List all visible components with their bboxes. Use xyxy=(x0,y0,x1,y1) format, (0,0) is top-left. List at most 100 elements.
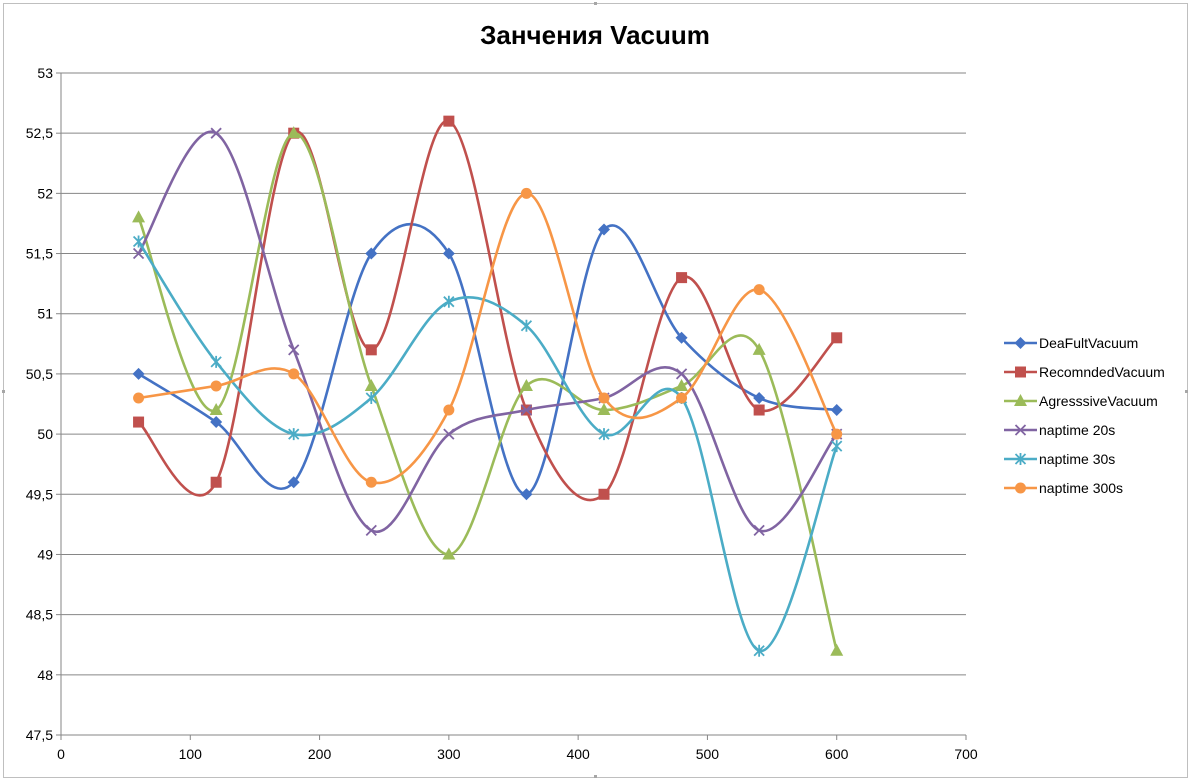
y-tick-label: 47,5 xyxy=(26,727,53,743)
data-point xyxy=(830,643,844,656)
legend-entry[interactable]: RecomndedVacuum xyxy=(1004,364,1165,380)
x-tick-label: 700 xyxy=(954,746,978,762)
data-point xyxy=(365,391,377,404)
data-point xyxy=(365,247,378,260)
y-tick-label: 53 xyxy=(37,65,53,81)
data-point xyxy=(288,344,300,356)
resize-handle-top[interactable] xyxy=(594,2,597,5)
x-tick-label: 0 xyxy=(57,746,65,762)
legend-label: DeaFultVacuum xyxy=(1039,335,1138,351)
x-tick-label: 500 xyxy=(696,746,720,762)
series-line xyxy=(137,119,838,502)
data-point xyxy=(443,295,455,308)
y-tick-label: 52 xyxy=(37,185,53,201)
data-point xyxy=(753,404,765,416)
data-point xyxy=(132,247,145,260)
series-3 xyxy=(132,126,844,656)
data-point xyxy=(520,404,533,416)
data-point xyxy=(831,428,843,440)
data-point xyxy=(365,344,377,356)
data-point xyxy=(287,476,300,489)
data-point xyxy=(520,488,533,501)
data-point xyxy=(288,428,300,441)
y-tick-label: 49,5 xyxy=(26,486,53,502)
data-point xyxy=(753,524,765,537)
legend-entry[interactable]: naptime 300s xyxy=(1004,480,1123,496)
y-tick-label: 49 xyxy=(37,546,53,562)
data-point xyxy=(209,403,223,416)
legend-label: naptime 30s xyxy=(1039,451,1115,467)
resize-handle-right[interactable] xyxy=(1185,390,1188,393)
x-tick-label: 100 xyxy=(179,746,203,762)
data-point xyxy=(598,428,610,441)
gridlines xyxy=(61,72,966,676)
legend-marker xyxy=(1015,366,1026,378)
data-point xyxy=(132,367,145,380)
resize-handle-bottom[interactable] xyxy=(594,775,597,778)
series-1 xyxy=(132,223,843,501)
y-tick-label: 48,5 xyxy=(26,607,53,623)
legend-marker xyxy=(1014,453,1027,465)
data-point xyxy=(753,284,765,296)
data-point xyxy=(675,378,689,391)
series-5 xyxy=(132,235,843,657)
data-point xyxy=(442,247,455,260)
data-point xyxy=(831,332,843,344)
legend-entry[interactable]: AgresssiveVacuum xyxy=(1004,393,1158,409)
data-point xyxy=(753,391,766,404)
resize-handle-left[interactable] xyxy=(2,390,5,393)
data-point xyxy=(831,440,843,453)
data-point xyxy=(676,272,688,284)
data-point xyxy=(443,428,455,440)
data-point xyxy=(210,416,223,429)
data-point xyxy=(133,416,145,428)
y-tick-label: 50 xyxy=(37,426,53,442)
data-point xyxy=(520,319,533,332)
legend-label: naptime 20s xyxy=(1039,422,1115,438)
data-point xyxy=(676,392,688,404)
data-point xyxy=(830,404,843,417)
y-tick-label: 51,5 xyxy=(26,246,53,262)
data-point xyxy=(520,187,532,199)
x-tick-label: 400 xyxy=(566,746,590,762)
series-line xyxy=(137,223,837,496)
y-tick-label: 52,5 xyxy=(26,125,53,141)
data-point xyxy=(287,126,301,139)
data-point xyxy=(365,524,377,537)
legend-entry[interactable]: naptime 30s xyxy=(1004,451,1115,467)
legend-entry[interactable]: naptime 20s xyxy=(1004,422,1115,438)
data-point xyxy=(597,403,611,416)
data-point xyxy=(752,342,766,355)
legend[interactable]: DeaFultVacuum RecomndedVacuum AgresssiveVa… xyxy=(1004,335,1165,496)
data-point xyxy=(598,392,610,404)
legend-label: naptime 300s xyxy=(1039,480,1123,496)
data-point xyxy=(443,115,455,127)
x-tick-label: 200 xyxy=(308,746,332,762)
data-point xyxy=(443,404,455,416)
data-point xyxy=(133,392,145,404)
data-point xyxy=(519,378,533,391)
y-tick-label: 50,5 xyxy=(26,366,53,382)
legend-marker xyxy=(1014,394,1027,406)
data-point xyxy=(210,476,222,488)
data-point xyxy=(132,235,145,248)
y-tick-label: 48 xyxy=(37,667,53,683)
series-6 xyxy=(133,187,843,488)
data-point xyxy=(598,488,610,500)
chart-title: Занчения Vacuum xyxy=(480,20,710,50)
data-point xyxy=(598,223,610,236)
data-point xyxy=(132,210,146,223)
data-point xyxy=(364,378,378,391)
series-4 xyxy=(132,127,843,537)
data-point xyxy=(675,368,688,380)
axes: 47,5 48 48,5 49 49,5 50 50,5 51 51,5 52 52,5 53 0 100… xyxy=(26,65,978,762)
legend-label: RecomndedVacuum xyxy=(1039,364,1165,380)
legend-entry[interactable]: DeaFultVacuum xyxy=(1004,335,1138,351)
x-tick-label: 300 xyxy=(437,746,461,762)
plot-series xyxy=(132,115,844,657)
legend-label: AgresssiveVacuum xyxy=(1039,393,1158,409)
x-tick-label: 600 xyxy=(825,746,849,762)
data-point xyxy=(365,476,377,488)
